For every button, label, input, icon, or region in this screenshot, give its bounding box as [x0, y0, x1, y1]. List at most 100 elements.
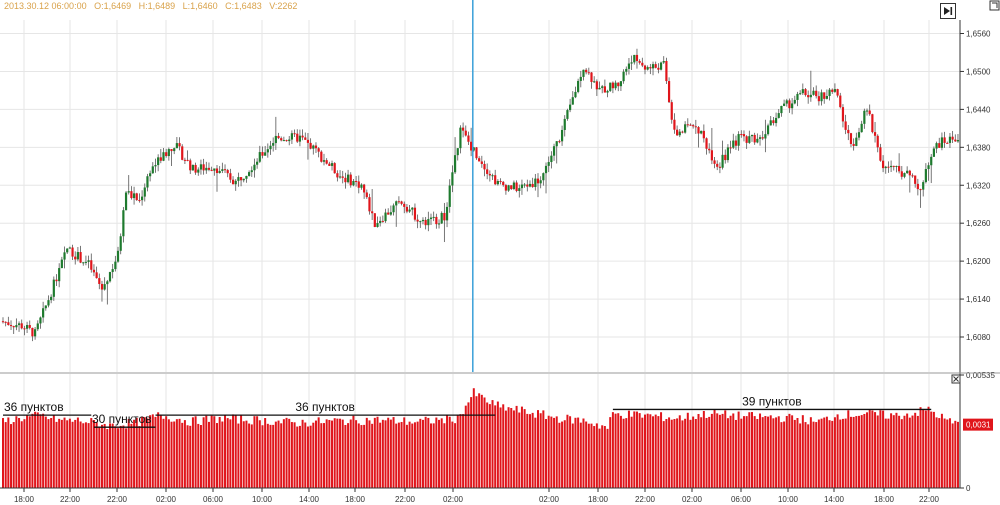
volume-bar: [130, 423, 133, 488]
volume-bar: [419, 418, 422, 488]
volume-bar: [12, 422, 15, 488]
candle-body: [643, 65, 647, 70]
candle-body: [518, 188, 521, 191]
candle-body: [606, 90, 609, 93]
volume-bar: [531, 412, 534, 488]
volume-bar: [641, 417, 644, 488]
volume-bar: [657, 416, 660, 488]
volume-bar: [114, 426, 117, 488]
candle-body: [638, 61, 641, 63]
volume-bar: [213, 416, 216, 488]
volume-bar: [801, 415, 804, 488]
volume-bar: [376, 416, 379, 488]
candle-body: [887, 166, 890, 168]
candle-body: [47, 300, 50, 306]
candle-body: [309, 142, 312, 149]
candle-body: [298, 135, 302, 142]
candle-body: [916, 183, 919, 190]
volume-bar: [50, 418, 53, 488]
candle-body: [868, 110, 871, 115]
volume-bar: [483, 397, 486, 488]
candle-body: [943, 137, 946, 143]
candle-body: [194, 164, 197, 173]
volume-bar: [167, 419, 170, 488]
volume-bar: [518, 412, 521, 488]
candle-body: [221, 169, 224, 171]
candle-body: [676, 129, 679, 136]
volume-bar: [665, 419, 668, 488]
candle-body: [793, 99, 796, 104]
volume-bar: [229, 419, 232, 488]
volume-bar: [170, 421, 173, 488]
grid-lines: [0, 20, 960, 488]
candle-body: [456, 148, 459, 156]
candle-body: [649, 67, 652, 69]
volume-bar: [133, 419, 136, 488]
candle-body: [237, 177, 240, 181]
volume-bar: [159, 414, 162, 488]
candle-body: [788, 100, 791, 109]
candle-body: [312, 145, 315, 149]
candle-body: [595, 81, 598, 90]
volume-bar: [609, 417, 612, 488]
volume-bar: [446, 414, 449, 488]
candle-body: [119, 236, 122, 251]
candle-body: [467, 135, 470, 142]
volume-bar: [734, 419, 737, 488]
volume-bar: [216, 423, 218, 488]
candle-body: [462, 127, 465, 131]
candle-body: [951, 136, 954, 140]
volume-bar: [791, 415, 794, 488]
volume-bar: [202, 417, 205, 488]
volume-bar: [122, 425, 125, 488]
candle-body: [574, 91, 577, 98]
volume-bar: [207, 421, 210, 488]
volume-bar: [435, 417, 438, 488]
candle-body: [499, 181, 502, 183]
candle-body: [149, 173, 152, 177]
volume-bar: [796, 417, 799, 488]
candle-body: [215, 168, 219, 174]
volume-bar: [571, 423, 574, 488]
y-tick-label: 1,6260: [966, 219, 991, 228]
volume-bar: [924, 410, 927, 488]
volume-bar: [389, 419, 392, 488]
volume-bar: [117, 428, 120, 488]
candle-body: [496, 181, 499, 185]
volume-bar: [448, 416, 451, 488]
candle-body: [534, 178, 537, 188]
candle-body: [769, 120, 772, 126]
candle-body: [373, 213, 376, 227]
volume-bar: [141, 416, 144, 488]
volume-bar: [253, 416, 256, 488]
candle-body: [745, 136, 748, 143]
candle-body: [678, 131, 681, 136]
candle-body: [863, 110, 866, 124]
volume-bar: [71, 421, 74, 488]
volume-bar: [277, 420, 280, 488]
volume-bar: [932, 411, 935, 488]
candle-body: [609, 82, 612, 91]
candle-body: [881, 160, 885, 169]
play-to-end-button[interactable]: [940, 3, 956, 19]
volume-bar: [713, 409, 716, 488]
candle-body: [670, 102, 673, 120]
x-tick-label: 10:00: [252, 495, 273, 504]
volume-bar: [898, 415, 901, 488]
candle-body: [317, 148, 320, 152]
candle-body: [750, 134, 754, 137]
volume-bar: [111, 423, 114, 488]
candle-body: [250, 170, 253, 173]
candle-body: [756, 138, 759, 143]
candle-body: [165, 152, 168, 157]
volume-bar: [745, 416, 748, 488]
candle-body: [146, 176, 149, 188]
volume-bar: [66, 420, 69, 488]
volume-bar: [785, 415, 788, 488]
candle-body: [389, 212, 392, 215]
candle-body: [103, 284, 106, 290]
volume-bar: [537, 410, 539, 488]
candle-body: [852, 143, 855, 146]
candle-body: [365, 192, 368, 198]
